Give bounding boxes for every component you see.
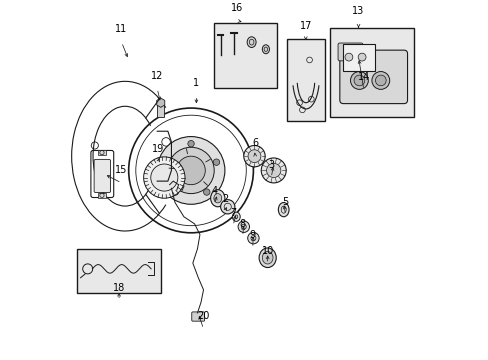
Circle shape xyxy=(247,150,261,163)
Circle shape xyxy=(266,163,280,177)
Text: 5: 5 xyxy=(282,197,288,207)
Text: 19: 19 xyxy=(152,144,164,154)
FancyBboxPatch shape xyxy=(339,50,407,104)
Circle shape xyxy=(241,224,246,229)
Circle shape xyxy=(375,75,386,86)
Bar xyxy=(214,23,276,89)
Text: 11: 11 xyxy=(115,24,127,34)
Circle shape xyxy=(157,136,224,204)
Ellipse shape xyxy=(234,215,237,219)
Ellipse shape xyxy=(210,190,224,207)
Ellipse shape xyxy=(213,194,221,203)
FancyBboxPatch shape xyxy=(94,159,110,193)
Text: 6: 6 xyxy=(252,138,258,148)
Circle shape xyxy=(150,164,178,191)
Bar xyxy=(157,104,164,117)
Circle shape xyxy=(371,72,389,89)
Bar xyxy=(342,44,374,71)
Circle shape xyxy=(187,140,194,147)
Circle shape xyxy=(247,233,259,244)
Text: 8: 8 xyxy=(239,219,245,229)
Circle shape xyxy=(357,53,366,61)
Circle shape xyxy=(177,156,205,185)
FancyBboxPatch shape xyxy=(191,312,204,321)
Circle shape xyxy=(143,157,184,198)
Text: 1: 1 xyxy=(193,78,199,88)
FancyBboxPatch shape xyxy=(337,43,362,61)
Polygon shape xyxy=(157,98,164,107)
Circle shape xyxy=(162,159,168,165)
Ellipse shape xyxy=(262,45,269,54)
Circle shape xyxy=(353,75,364,86)
Text: 10: 10 xyxy=(261,246,273,256)
Text: 12: 12 xyxy=(151,71,163,81)
Circle shape xyxy=(350,72,367,89)
Bar xyxy=(286,39,324,121)
Text: 4: 4 xyxy=(211,186,217,197)
Text: 18: 18 xyxy=(113,283,125,293)
Bar xyxy=(329,28,413,117)
Circle shape xyxy=(345,53,352,61)
Text: 9: 9 xyxy=(249,230,255,240)
Text: 15: 15 xyxy=(115,165,127,175)
Circle shape xyxy=(172,189,178,195)
Text: 2: 2 xyxy=(222,194,227,203)
Circle shape xyxy=(220,200,234,214)
Text: 16: 16 xyxy=(231,3,243,13)
Circle shape xyxy=(213,159,219,165)
Circle shape xyxy=(167,147,214,194)
Text: 3: 3 xyxy=(267,160,274,170)
Bar xyxy=(98,150,106,156)
Text: 13: 13 xyxy=(352,6,364,17)
Circle shape xyxy=(203,189,209,195)
Text: 7: 7 xyxy=(229,208,236,218)
Text: 17: 17 xyxy=(299,21,311,31)
Ellipse shape xyxy=(246,37,256,48)
Circle shape xyxy=(244,145,264,167)
Circle shape xyxy=(238,221,249,233)
Ellipse shape xyxy=(262,252,272,264)
Circle shape xyxy=(261,158,285,183)
Ellipse shape xyxy=(278,203,288,217)
Ellipse shape xyxy=(259,248,276,267)
Text: 14: 14 xyxy=(357,72,369,82)
Bar xyxy=(77,249,161,293)
Text: 20: 20 xyxy=(197,311,209,321)
Bar xyxy=(98,193,106,198)
Ellipse shape xyxy=(232,212,240,221)
